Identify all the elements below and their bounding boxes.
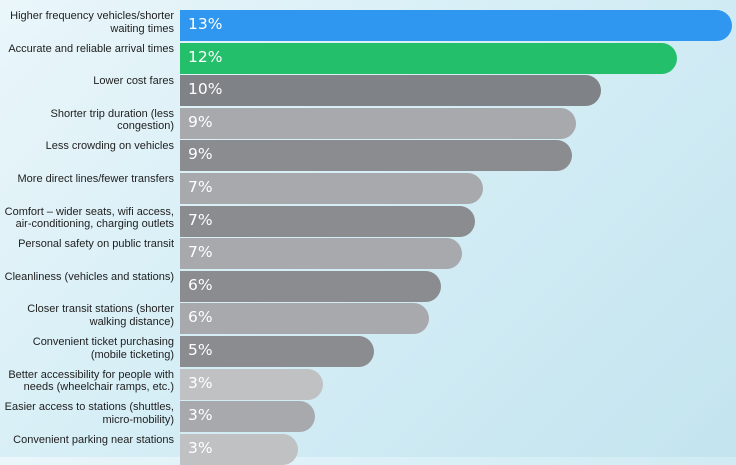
bar-value-label: 7% [188, 210, 213, 229]
bar: 13% [180, 10, 732, 41]
bar: 7% [180, 173, 483, 204]
bar: 3% [180, 401, 315, 433]
category-label: Shorter trip duration (less congestion) [50, 107, 175, 133]
bar: 6% [180, 303, 429, 335]
bar: 9% [180, 140, 572, 172]
bar: 7% [180, 205, 475, 237]
category-label: Convenient parking near stations [13, 433, 174, 446]
bar: 6% [180, 270, 441, 302]
bar-value-label: 9% [188, 112, 213, 131]
bar-value-label: 3% [188, 406, 213, 425]
bar-value-label: 3% [188, 438, 213, 457]
category-label: More direct lines/fewer transfers [17, 173, 175, 185]
category-label: Easier access to stations (shuttles, mic… [4, 401, 174, 426]
category-label: Comfort – wider seats, wifi access, air-… [4, 205, 174, 231]
category-label: Less crowding on vehicles [45, 140, 174, 153]
bar: 3% [180, 433, 298, 465]
bar-value-label: 6% [188, 275, 213, 294]
bar-value-label: 7% [188, 178, 213, 196]
bar: 10% [180, 75, 601, 107]
bar-value-label: 9% [188, 145, 213, 164]
bar: 5% [180, 336, 374, 367]
bar: 9% [180, 107, 576, 139]
bar-value-label: 7% [188, 243, 213, 262]
category-label: Lower cost fares [93, 75, 174, 88]
category-label: Accurate and reliable arrival times [8, 42, 174, 55]
category-label: Personal safety on public transit [18, 238, 174, 251]
bar-value-label: 12% [188, 47, 223, 66]
bar: 7% [180, 238, 462, 270]
category-label: Higher frequency vehicles/shorter waitin… [10, 10, 174, 35]
category-label: Convenient ticket purchasing (mobile tic… [32, 336, 174, 361]
category-label: Better accessibility for people with nee… [8, 368, 174, 394]
bar-value-label: 5% [188, 341, 213, 359]
bar-value-label: 6% [188, 308, 213, 327]
bar: 12% [180, 42, 677, 74]
bar: 3% [180, 368, 323, 400]
bar-value-label: 13% [188, 15, 223, 33]
bar-value-label: 10% [188, 80, 223, 99]
bar-value-label: 3% [188, 373, 213, 392]
category-label: Closer transit stations (shorter walking… [27, 303, 174, 328]
category-label: Cleanliness (vehicles and stations) [4, 270, 174, 283]
